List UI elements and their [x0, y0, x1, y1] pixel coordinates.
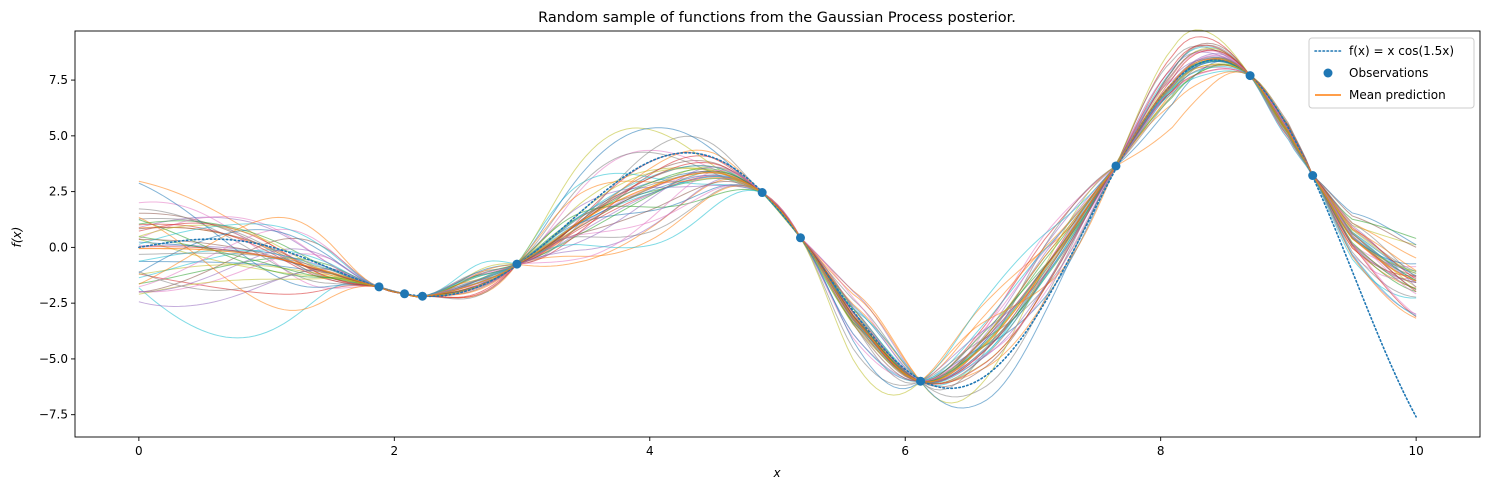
x-tick-label: 6 — [901, 444, 909, 458]
posterior-sample-32 — [138, 71, 1417, 381]
observation-point — [374, 282, 384, 292]
observation-point — [795, 233, 805, 243]
observation-point — [1111, 161, 1121, 171]
posterior-sample-38 — [138, 56, 1417, 384]
observation-point — [400, 289, 410, 299]
posterior-sample-14 — [138, 68, 1417, 383]
posterior-sample-16 — [138, 42, 1417, 388]
x-tick-label: 0 — [135, 444, 143, 458]
true-function-line — [138, 59, 1417, 418]
true-function-layer — [138, 59, 1417, 418]
y-tick-label: −7.5 — [39, 408, 68, 422]
posterior-sample-7 — [138, 66, 1417, 385]
legend-swatch-observations — [1323, 68, 1333, 78]
posterior-samples — [138, 29, 1417, 409]
y-tick-label: −5.0 — [39, 352, 68, 366]
posterior-sample-27 — [138, 50, 1417, 382]
legend-box — [1308, 37, 1475, 109]
y-axis-label: f(x) — [10, 227, 24, 248]
legend-label: Mean prediction — [1349, 88, 1446, 102]
posterior-sample-34 — [138, 49, 1417, 385]
observation-point — [1245, 71, 1255, 81]
posterior-sample-35 — [138, 55, 1417, 383]
mean-prediction-line — [138, 58, 1417, 383]
observation-point — [757, 188, 767, 198]
posterior-sample-40 — [138, 66, 1417, 381]
y-tick-label: 7.5 — [49, 73, 68, 87]
posterior-sample-39 — [138, 63, 1417, 383]
posterior-sample-20 — [138, 70, 1417, 382]
posterior-sample-2 — [138, 71, 1417, 381]
posterior-sample-25 — [138, 53, 1417, 381]
posterior-sample-21 — [138, 60, 1417, 383]
plot-frame — [74, 30, 1481, 438]
x-axis-label: x — [772, 466, 781, 480]
posterior-sample-28 — [138, 57, 1417, 382]
posterior-sample-12 — [138, 57, 1417, 385]
observation-point — [512, 259, 522, 269]
posterior-sample-23 — [138, 63, 1417, 382]
posterior-sample-13 — [138, 58, 1417, 382]
posterior-sample-36 — [138, 64, 1417, 382]
posterior-sample-24 — [138, 44, 1417, 384]
posterior-sample-17 — [138, 68, 1417, 382]
legend-label: f(x) = x cos(1.5x) — [1349, 44, 1454, 58]
x-tick-label: 4 — [646, 444, 654, 458]
observations-layer — [374, 71, 1318, 386]
observation-point — [1308, 171, 1318, 181]
posterior-sample-5 — [138, 51, 1417, 383]
legend-label: Observations — [1349, 66, 1428, 80]
observation-point — [916, 376, 926, 386]
posterior-sample-31 — [138, 60, 1417, 409]
posterior-sample-19 — [138, 47, 1417, 385]
axes: 0 2 4 6 8 10 −7.5 −5.0 −2.5 0.0 2.5 5.0 7.5 — [39, 30, 1481, 458]
legend: f(x) = x cos(1.5x) Observations Mean predi… — [1308, 37, 1475, 109]
posterior-sample-1 — [138, 57, 1417, 383]
x-tick-label: 2 — [390, 444, 398, 458]
posterior-sample-11 — [138, 60, 1417, 382]
posterior-sample-29 — [138, 29, 1417, 404]
posterior-sample-10 — [138, 46, 1417, 387]
posterior-sample-37 — [138, 54, 1417, 382]
posterior-sample-30 — [138, 59, 1417, 384]
chart-title: Random sample of functions from the Gaus… — [538, 10, 1016, 26]
x-tick-label: 10 — [1408, 444, 1423, 458]
mean-prediction-layer — [138, 58, 1417, 383]
posterior-sample-8 — [138, 44, 1417, 398]
posterior-sample-6 — [138, 59, 1417, 384]
posterior-sample-22 — [138, 63, 1417, 381]
y-tick-label: 5.0 — [49, 129, 68, 143]
y-tick-label: 2.5 — [49, 185, 68, 199]
posterior-sample-26 — [138, 49, 1417, 385]
posterior-sample-3 — [138, 60, 1417, 382]
posterior-sample-18 — [138, 45, 1417, 391]
y-tick-label: 0.0 — [49, 240, 68, 254]
y-tick-label: −2.5 — [39, 296, 68, 310]
posterior-sample-15 — [138, 58, 1417, 385]
posterior-sample-9 — [138, 64, 1417, 383]
observation-point — [417, 291, 427, 301]
posterior-sample-33 — [138, 59, 1417, 383]
x-tick-label: 8 — [1157, 444, 1165, 458]
